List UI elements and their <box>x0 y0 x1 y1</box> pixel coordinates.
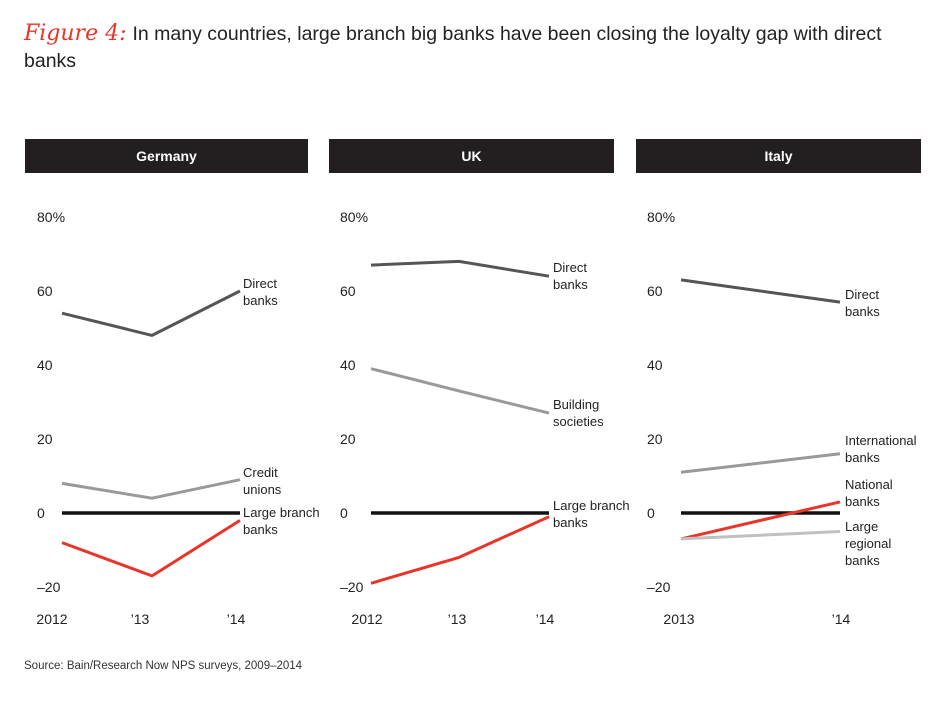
italy-series-large-regional-banks <box>680 530 841 541</box>
germany-series-credit-unions <box>61 478 241 500</box>
italy-label-national-banks: National banks <box>845 477 893 509</box>
figure-title-text: In many countries, large branch big bank… <box>24 23 882 72</box>
uk-label-direct-banks: Direct banks <box>553 260 588 292</box>
italy-label-international-banks: International banks <box>845 433 917 465</box>
germany-xtick: ’13 <box>131 611 150 627</box>
uk-label-line: banks <box>553 277 588 292</box>
uk-label-large-branch-banks: Large branch banks <box>553 498 630 530</box>
uk-label-line: societies <box>553 414 604 429</box>
germany-ytick: 80% <box>37 209 65 225</box>
uk-series-building-societies <box>370 367 550 415</box>
italy-label-line: banks <box>845 304 880 319</box>
uk-xtick: 2012 <box>351 611 382 627</box>
germany-series-direct-banks <box>61 289 241 337</box>
germany-label-line: Large branch <box>243 505 320 520</box>
italy-label-line: Large <box>845 519 878 534</box>
uk-label-building-societies: Building societies <box>553 397 604 429</box>
italy-ytick: 80% <box>647 209 675 225</box>
uk-label-line: Large branch <box>553 498 630 513</box>
italy-series-international-banks <box>680 452 841 474</box>
figure-label: Figure 4: <box>24 21 127 46</box>
germany-label-large-branch-banks: Large branch banks <box>243 505 320 537</box>
italy-ytick: –20 <box>647 579 671 595</box>
uk-label-line: Building <box>553 397 599 412</box>
uk-xtick: ’14 <box>536 611 555 627</box>
germany-label-direct-banks: Direct banks <box>243 276 278 308</box>
germany-ytick: 60 <box>37 283 53 299</box>
germany-chart: Germany 80% 60 40 20 0 –20 2012 ’13 ’14 Direct bank… <box>25 139 320 627</box>
uk-ytick: 60 <box>340 283 356 299</box>
italy-label-line: Direct <box>845 287 879 302</box>
germany-ytick: 40 <box>37 357 53 373</box>
germany-ytick: 20 <box>37 431 53 447</box>
germany-series-large-branch-banks <box>61 519 241 578</box>
italy-ytick: 0 <box>647 505 655 521</box>
germany-ytick: 0 <box>37 505 45 521</box>
italy-xtick: 2013 <box>663 611 694 627</box>
italy-label-line: International <box>845 433 917 448</box>
germany-header <box>25 139 308 173</box>
italy-label-direct-banks: Direct banks <box>845 287 880 319</box>
italy-label-line: banks <box>845 494 880 509</box>
uk-ytick: –20 <box>340 579 364 595</box>
uk-ytick: 40 <box>340 357 356 373</box>
uk-label-line: banks <box>553 515 588 530</box>
uk-header <box>329 139 614 173</box>
italy-series-national-banks <box>680 500 841 541</box>
uk-ytick: 0 <box>340 505 348 521</box>
italy-label-line: National <box>845 477 893 492</box>
germany-label-credit-unions: Credit unions <box>243 465 282 497</box>
germany-xtick: ’14 <box>227 611 246 627</box>
germany-label-line: banks <box>243 293 278 308</box>
uk-ytick: 80% <box>340 209 368 225</box>
italy-label-line: regional <box>845 536 891 551</box>
germany-label-line: Credit <box>243 465 278 480</box>
germany-xtick: 2012 <box>36 611 67 627</box>
italy-ytick: 40 <box>647 357 663 373</box>
uk-series-large-branch-banks <box>370 515 550 585</box>
italy-series-direct-banks <box>680 278 841 304</box>
italy-label-line: banks <box>845 450 880 465</box>
uk-label-line: Direct <box>553 260 587 275</box>
uk-header-title: UK <box>461 148 481 164</box>
italy-ytick: 20 <box>647 431 663 447</box>
germany-ytick: –20 <box>37 579 61 595</box>
uk-xtick: ’13 <box>448 611 467 627</box>
italy-xtick: ’14 <box>832 611 851 627</box>
germany-label-line: Direct <box>243 276 277 291</box>
germany-label-line: banks <box>243 522 278 537</box>
source-note: Source: Bain/Research Now NPS surveys, 2… <box>24 660 303 672</box>
germany-header-title: Germany <box>136 148 197 164</box>
uk-chart: UK 80% 60 40 20 0 –20 2012 ’13 ’14 Direct banks Buil… <box>329 139 630 627</box>
italy-header <box>636 139 921 173</box>
uk-series-direct-banks <box>370 259 550 278</box>
germany-label-line: unions <box>243 482 282 497</box>
italy-label-line: banks <box>845 553 880 568</box>
uk-ytick: 20 <box>340 431 356 447</box>
italy-header-title: Italy <box>764 148 792 164</box>
italy-ytick: 60 <box>647 283 663 299</box>
italy-label-large-regional-banks: Large regional banks <box>845 519 891 568</box>
figure-title: Figure 4: In many countries, large branch… <box>24 20 924 75</box>
